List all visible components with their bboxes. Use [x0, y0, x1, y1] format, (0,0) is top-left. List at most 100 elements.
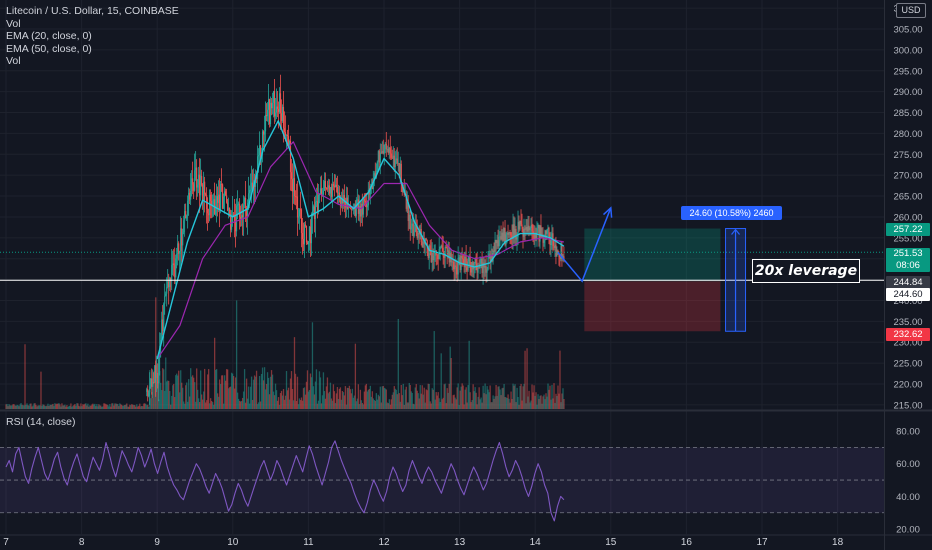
volume-bar: [364, 385, 367, 409]
volume-bar: [402, 383, 404, 409]
candle-body: [513, 224, 515, 237]
candle-body: [195, 167, 197, 171]
volume-bar: [64, 404, 66, 409]
volume-bar: [335, 393, 338, 409]
candle-body: [481, 258, 483, 274]
candle-body: [244, 197, 246, 205]
rsi-legend[interactable]: RSI (14, close): [6, 416, 76, 428]
volume-bar: [245, 378, 248, 409]
volume-bar: [334, 403, 337, 409]
volume-bar: [23, 405, 25, 409]
candle-body: [491, 255, 493, 262]
volume-bar: [259, 401, 262, 409]
candle-body: [425, 238, 427, 241]
candle-body: [221, 184, 223, 185]
candle-body: [230, 213, 232, 230]
volume-bar: [47, 403, 49, 409]
volume-bar: [377, 394, 379, 409]
candle-body: [269, 102, 272, 125]
legend-vol[interactable]: Vol: [6, 17, 21, 30]
volume-bar: [121, 405, 123, 409]
candle-body: [559, 256, 561, 260]
volume-bar: [469, 392, 471, 409]
volume-bar: [210, 398, 212, 409]
candle-body: [533, 233, 535, 241]
ema20-line: [156, 120, 565, 360]
volume-bar: [524, 350, 526, 409]
volume-bar: [313, 394, 316, 409]
candle-body: [283, 128, 286, 132]
volume-bar: [101, 406, 103, 409]
volume-bar: [53, 406, 55, 409]
volume-bar: [521, 400, 523, 409]
x-tick-label: 11: [303, 537, 314, 548]
volume-bar: [262, 380, 265, 409]
candle-body: [413, 232, 415, 236]
volume-bar: [449, 346, 451, 409]
target-price-label: 257.22: [886, 223, 930, 236]
currency-button[interactable]: USD: [896, 3, 926, 18]
volume-bar: [368, 388, 371, 409]
volume-bar: [215, 369, 218, 409]
candle-body: [478, 267, 480, 268]
volume-bar: [27, 405, 29, 409]
volume-bar: [163, 369, 165, 409]
candle-body: [393, 155, 395, 168]
volume-bar: [323, 391, 326, 409]
volume-bar: [303, 387, 306, 409]
volume-bar: [342, 392, 345, 409]
volume-bar: [328, 391, 331, 409]
volume-bar: [503, 383, 505, 409]
volume-bar: [145, 403, 147, 409]
candle-body: [155, 365, 157, 378]
volume-bar: [492, 395, 494, 409]
candle-body: [441, 245, 443, 248]
volume-bar: [154, 371, 156, 409]
candle-body: [197, 184, 199, 188]
volume-bar: [251, 399, 254, 409]
legend-ema20[interactable]: EMA (20, close, 0): [6, 30, 92, 42]
y-tick-label: 295.00: [893, 66, 922, 77]
volume-bar: [279, 393, 282, 409]
volume-bar: [434, 399, 436, 409]
volume-bar: [386, 402, 388, 409]
symbol-title[interactable]: Litecoin / U.S. Dollar, 15, COINBASE: [6, 5, 179, 17]
candle-body: [235, 221, 237, 232]
legend-ema50[interactable]: EMA (50, close, 0): [6, 42, 92, 55]
volume-bar: [230, 372, 233, 409]
candle-body: [550, 239, 552, 246]
volume-bar: [493, 398, 495, 409]
volume-bar: [532, 392, 534, 409]
candle-body: [388, 147, 390, 153]
volume-bar: [405, 386, 407, 409]
candle-body: [485, 265, 487, 273]
volume-bar: [510, 391, 512, 409]
volume-bar: [450, 358, 452, 409]
volume-bar: [13, 404, 15, 409]
volume-bar: [67, 406, 69, 409]
legend-vol-2[interactable]: Vol: [6, 55, 21, 67]
volume-bar: [287, 387, 290, 409]
volume-bar: [142, 406, 144, 409]
candle-body: [276, 106, 279, 109]
volume-bar: [436, 395, 438, 409]
volume-bar: [398, 393, 400, 409]
volume-bar: [535, 392, 537, 409]
x-tick-label: 17: [756, 537, 768, 548]
volume-bar: [176, 373, 178, 409]
candle-body: [464, 256, 466, 267]
volume-bar: [115, 403, 117, 409]
volume-bar: [372, 398, 374, 409]
volume-bar: [367, 389, 370, 409]
candle-body: [369, 186, 371, 195]
volume-bar: [541, 403, 543, 409]
volume-bar: [291, 388, 294, 409]
volume-bar: [98, 404, 100, 409]
volume-bar: [522, 386, 524, 409]
candle-body: [317, 194, 319, 212]
volume-bar: [284, 395, 287, 409]
candle-body: [328, 185, 330, 194]
candle-body: [226, 195, 228, 203]
candle-body: [538, 224, 540, 242]
leverage-annotation[interactable]: 20x leverage: [752, 259, 860, 283]
